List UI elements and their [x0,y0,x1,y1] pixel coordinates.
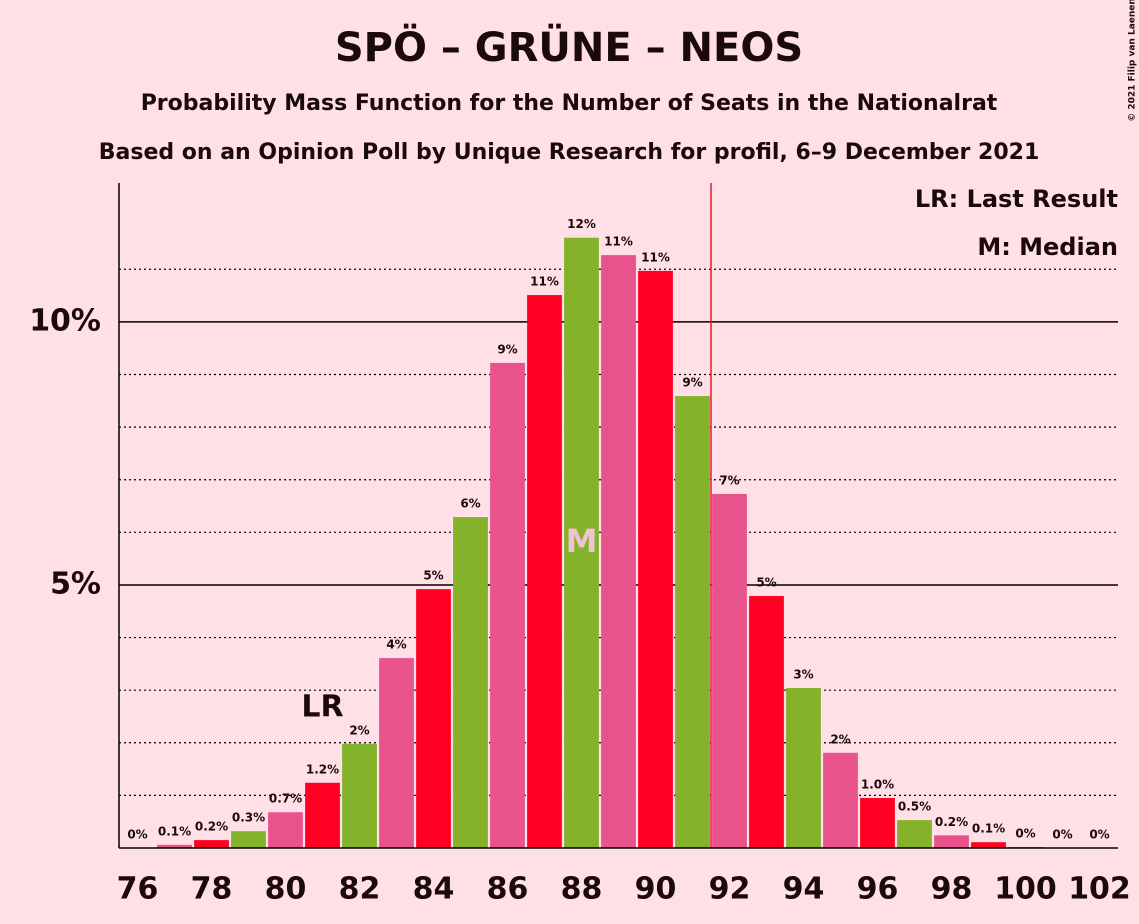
bar [786,688,821,848]
bar [416,589,451,848]
value-label: 6% [460,497,480,511]
value-label: 3% [793,668,813,682]
value-label: 1.0% [861,778,894,792]
value-label: 1.2% [306,762,339,776]
legend-entry: M: Median [977,233,1118,261]
bar [157,844,192,848]
chart-subtitle: Probability Mass Function for the Number… [141,91,998,116]
value-label: 0% [127,828,147,842]
bar [675,396,710,848]
value-label: 0.7% [269,792,302,806]
chart-subtitle: Based on an Opinion Poll by Unique Resea… [99,140,1040,165]
x-tick-label: 94 [783,872,825,907]
value-label: 11% [530,275,559,289]
x-tick-label: 80 [265,872,307,907]
bar [638,270,673,848]
chart-title: SPÖ – GRÜNE – NEOS [335,23,803,71]
value-label: 11% [604,235,633,249]
bar [342,743,377,848]
y-tick-label: 5% [50,566,101,601]
x-tick-label: 88 [561,872,603,907]
y-tick-label: 10% [29,303,101,338]
value-label: 0.2% [935,815,968,829]
value-label: 12% [567,217,596,231]
x-tick-label: 92 [709,872,751,907]
bar [194,840,229,848]
median-marker: M [566,522,598,560]
value-label: 4% [386,638,406,652]
bar [712,493,747,848]
copyright: © 2021 Filip van Laenen [1128,0,1138,122]
x-tick-label: 76 [117,872,159,907]
bar [564,237,599,848]
value-label: 0% [1015,826,1035,840]
value-label: 0.5% [898,800,931,814]
legend-entry: LR: Last Result [915,185,1118,213]
value-label: 5% [423,569,443,583]
x-tick-label: 86 [487,872,529,907]
last-result-marker: LR [301,689,343,724]
bar [379,658,414,848]
bar [268,812,303,848]
value-label: 11% [641,250,670,264]
value-label: 0.1% [158,824,191,838]
bar [601,255,636,849]
value-label: 2% [830,732,850,746]
bar [934,835,969,848]
x-tick-label: 82 [339,872,381,907]
x-tick-label: 98 [931,872,973,907]
x-tick-label: 84 [413,872,455,907]
value-label: 2% [349,723,369,737]
bar [823,752,858,848]
value-label: 7% [719,473,739,487]
bar [527,295,562,848]
bar [971,842,1006,848]
bar [453,517,488,848]
x-tick-label: 96 [857,872,899,907]
value-label: 0% [1052,828,1072,842]
value-label: 9% [682,376,702,390]
x-tick-label: 78 [191,872,233,907]
x-tick-label: 100 [994,872,1057,907]
x-tick-label: 90 [635,872,677,907]
value-label: 0.2% [195,820,228,834]
bar [860,798,895,848]
bar [749,595,784,848]
value-label: 9% [497,342,517,356]
bar [305,782,340,848]
value-label: 0.3% [232,811,265,825]
value-label: 0.1% [972,822,1005,836]
x-tick-label: 102 [1068,872,1131,907]
bar [490,362,525,848]
bar [231,831,266,848]
value-label: 5% [756,575,776,589]
value-label: 0% [1089,828,1109,842]
bar [897,820,932,848]
